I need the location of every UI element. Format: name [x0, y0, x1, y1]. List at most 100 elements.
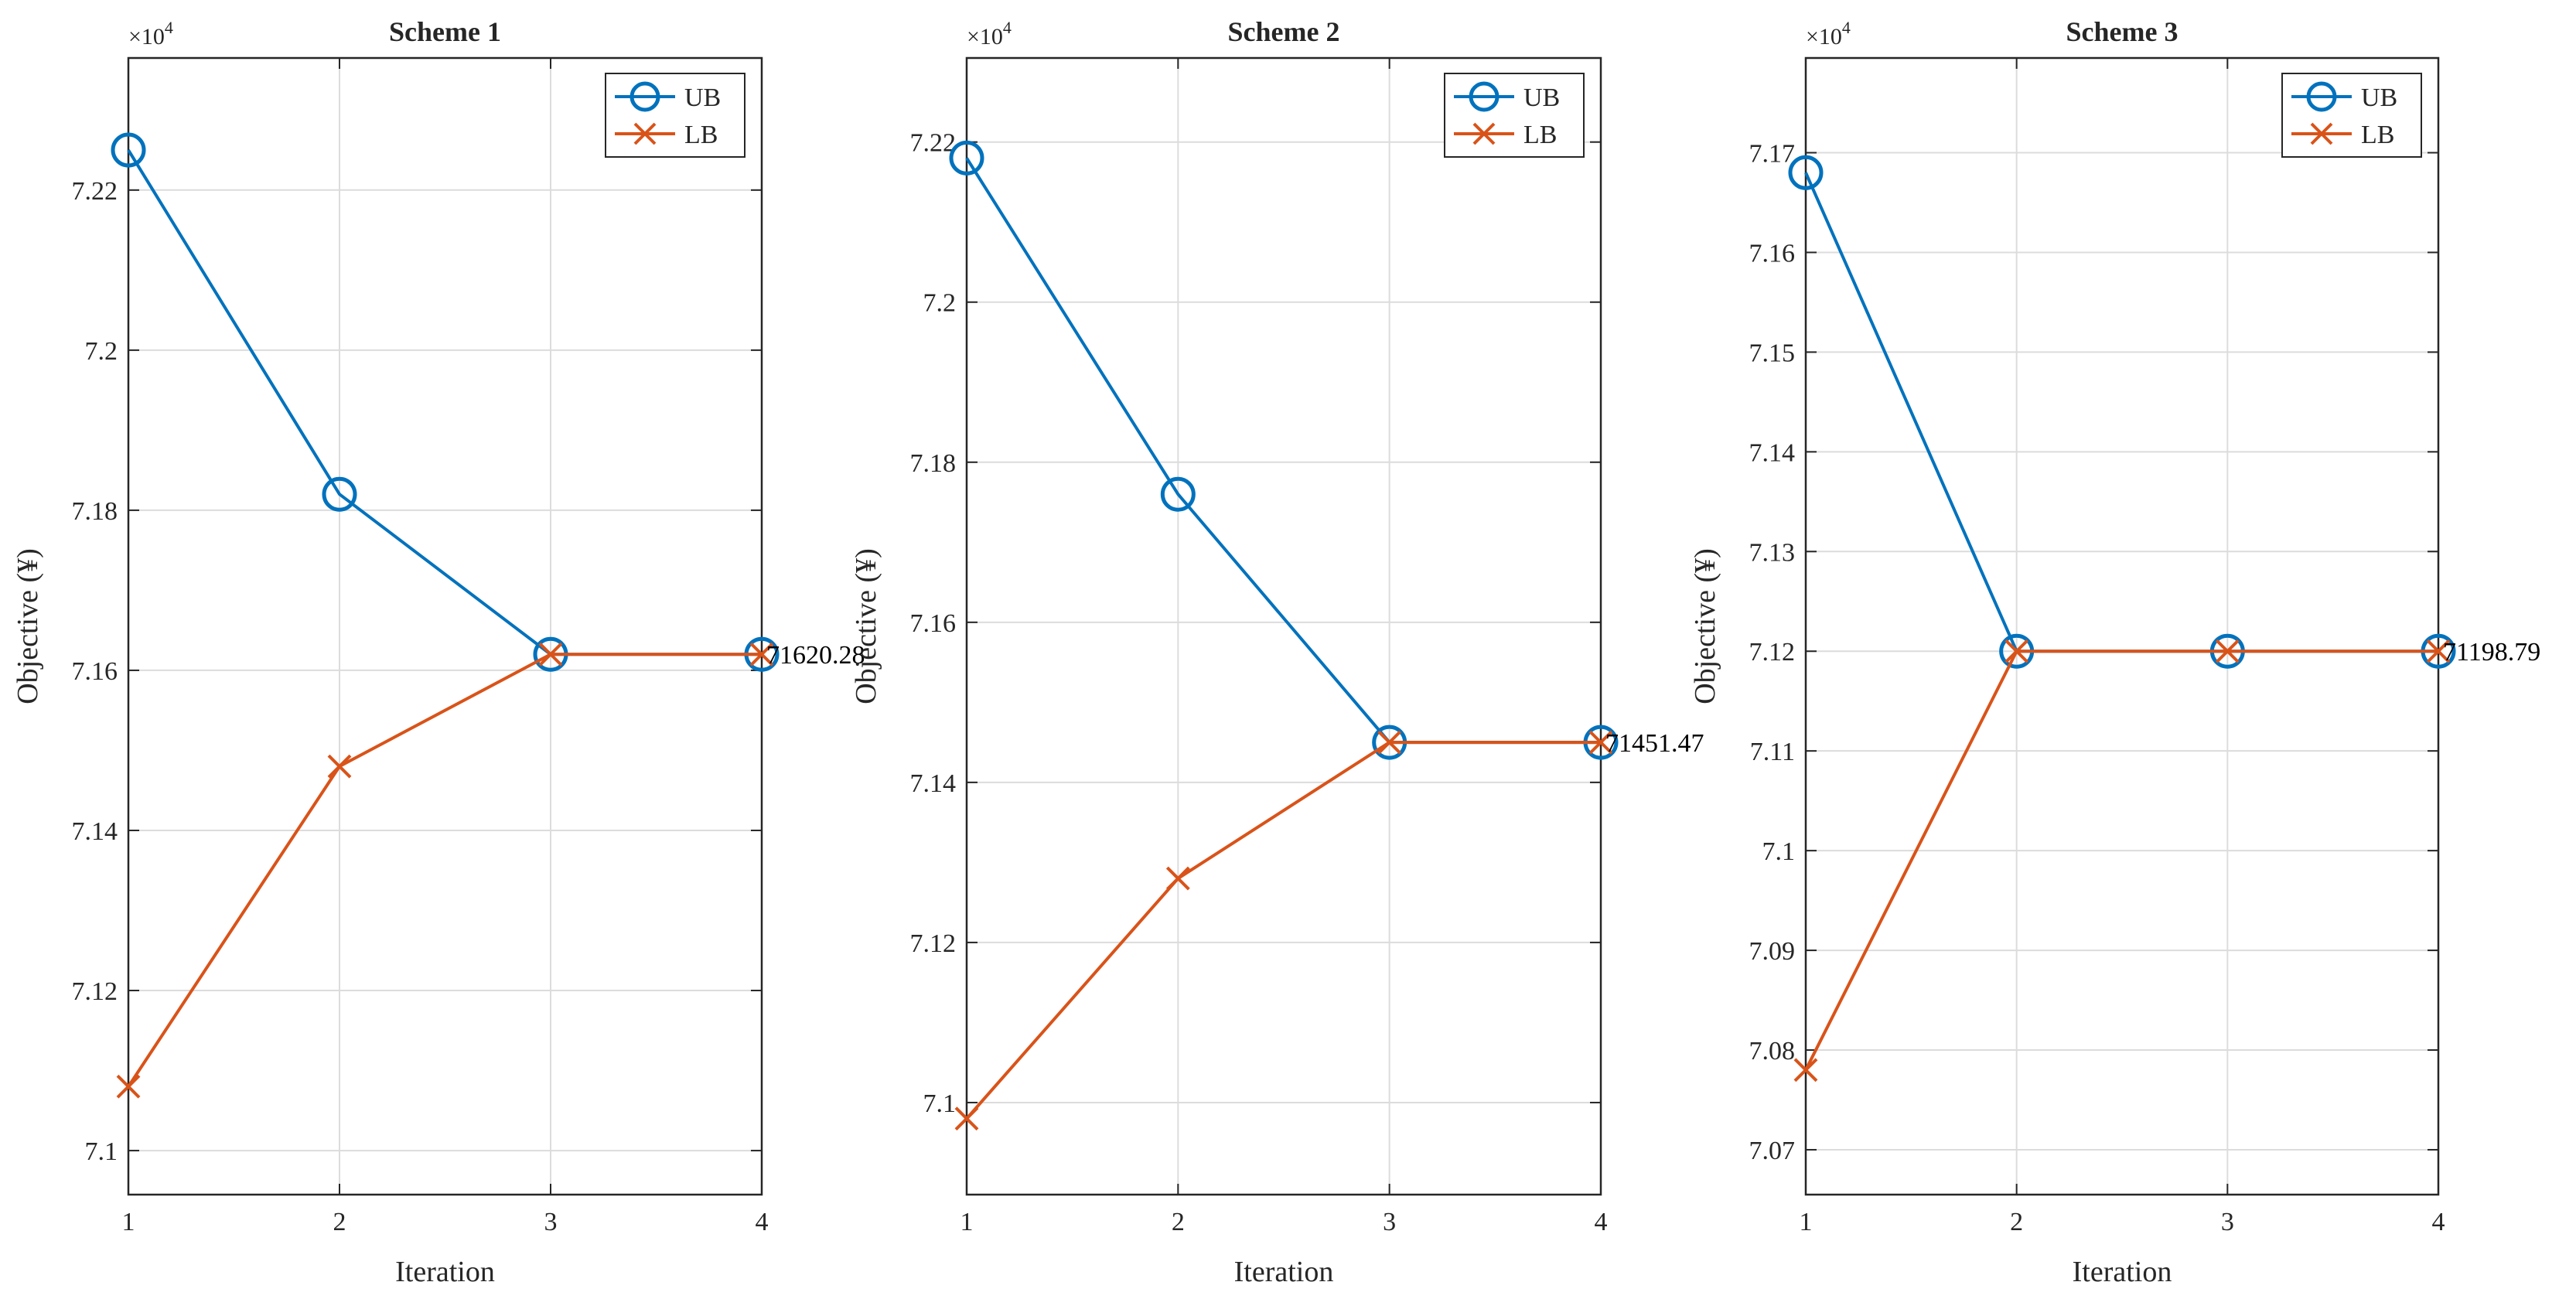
chart-panel-3: 7.07 7.08 7.09 7.1 7.11 7.12 7.13 7.14 7.15 7.16 7…	[1689, 16, 2540, 1288]
axes-box	[1804, 56, 2440, 1196]
legend-swatch-marker	[629, 81, 660, 112]
data-point-lb	[2005, 639, 2029, 663]
legend-swatch-marker	[633, 122, 657, 145]
y-axis-label: Objective (¥)	[12, 548, 44, 704]
data-point-ub	[111, 132, 146, 168]
x-marker-stroke	[954, 1106, 979, 1131]
axes-box	[127, 56, 763, 1196]
y-exponent-power: 4	[1003, 18, 1012, 37]
x-marker-stroke	[327, 754, 352, 779]
x-marker-stroke	[538, 642, 563, 667]
series-line-lb	[127, 653, 762, 1088]
y-tick-label: 7.14	[910, 769, 957, 798]
data-point-ub	[322, 476, 357, 512]
legend-swatch-marker	[1469, 81, 1500, 112]
chart-panel-2: 7.17.127.147.167.187.27.221 2 3 4×104 Scheme…	[850, 16, 1704, 1288]
y-tick-label: 7.12	[72, 977, 118, 1006]
legend-label-ub: UB	[1523, 84, 1560, 112]
legend-swatch-marker	[2310, 122, 2333, 145]
data-point-lb	[2426, 639, 2451, 663]
y-axis-label: Objective (¥)	[850, 548, 882, 704]
y-tick-label: 7.12	[910, 929, 957, 958]
y-exponent-label: ×104	[1806, 18, 1851, 49]
x-tick-label: 4	[2432, 1208, 2445, 1236]
y-tick-label: 7.07	[1749, 1137, 1796, 1165]
data-point-lb	[327, 754, 352, 779]
x-tick-label: 1	[1800, 1208, 1813, 1236]
data-point-lb	[1793, 1058, 1818, 1082]
x-marker-stroke	[1165, 866, 1190, 891]
x-marker-stroke	[2005, 639, 2029, 663]
chart-title: Scheme 1	[389, 16, 501, 47]
y-tick-label: 7.14	[1749, 438, 1796, 467]
y-tick-label: 7.11	[1750, 738, 1795, 766]
x-tick-label: 2	[333, 1208, 346, 1236]
x-tick-label: 2	[2010, 1208, 2023, 1236]
series-line-ub	[1804, 172, 2438, 653]
x-axis-label: Iteration	[395, 1256, 495, 1288]
chart-title: Scheme 3	[2066, 16, 2179, 47]
legend-label-ub: UB	[684, 84, 721, 112]
data-point-lb	[538, 642, 563, 667]
legend-swatch-marker	[2306, 81, 2337, 112]
data-point-lb	[116, 1074, 141, 1099]
legend-swatch-marker	[1472, 122, 1496, 145]
x-marker-stroke	[749, 642, 774, 667]
y-exponent-label: ×104	[967, 18, 1012, 49]
y-tick-label: 7.16	[72, 657, 118, 686]
legend: UB LB	[1444, 73, 1585, 158]
series-line-lb	[965, 741, 1601, 1120]
legend-label-lb: LB	[684, 121, 718, 149]
y-tick-label: 7.17	[1749, 140, 1796, 169]
data-point-ub	[1160, 476, 1196, 512]
legend-label-ub: UB	[2361, 84, 2397, 112]
x-tick-label: 1	[960, 1208, 974, 1236]
x-marker-stroke	[1377, 730, 1402, 755]
x-tick-label: 3	[2221, 1208, 2234, 1236]
y-tick-label: 7.16	[1749, 239, 1796, 268]
y-tick-label: 7.15	[1749, 339, 1796, 367]
y-tick-label: 7.1	[85, 1137, 118, 1166]
legend-box	[2281, 73, 2422, 158]
data-point-lb	[749, 642, 774, 667]
y-tick-label: 7.1	[1762, 837, 1796, 866]
data-point-ub	[1788, 155, 1824, 190]
y-tick-label: 7.08	[1749, 1037, 1796, 1065]
data-point-lb	[1377, 730, 1402, 755]
legend: UB LB	[605, 73, 746, 158]
chart-panel-1: 7.17.127.147.167.187.27.221 2 3 4×104 Scheme…	[12, 16, 865, 1288]
legend-box	[1444, 73, 1585, 158]
y-tick-label: 7.18	[72, 497, 118, 526]
series-line-lb	[1804, 650, 2438, 1071]
y-exponent-label: ×104	[128, 18, 173, 49]
data-point-lb	[2215, 639, 2240, 663]
x-marker-stroke	[1793, 1058, 1818, 1082]
y-tick-label: 7.18	[910, 449, 957, 478]
x-marker-stroke	[1588, 730, 1613, 755]
x-tick-label: 3	[544, 1208, 558, 1236]
y-axis-label: Objective (¥)	[1689, 548, 1721, 704]
y-tick-label: 7.2	[85, 337, 118, 366]
legend: UB LB	[2281, 73, 2422, 158]
x-tick-label: 1	[122, 1208, 135, 1236]
series-line-ub	[127, 149, 762, 656]
y-tick-label: 7.16	[910, 609, 957, 638]
y-exponent-power: 4	[1842, 18, 1851, 37]
data-point-lb	[1165, 866, 1190, 891]
data-point-lb	[1588, 730, 1613, 755]
y-tick-label: 7.14	[72, 817, 118, 846]
y-tick-label: 7.12	[1749, 638, 1796, 667]
y-tick-label: 7.22	[910, 129, 957, 158]
legend-label-lb: LB	[1523, 121, 1557, 149]
final-value-annotation: 71198.79	[2443, 638, 2540, 667]
final-value-annotation: 71620.28	[766, 641, 865, 670]
chart-title: Scheme 2	[1228, 16, 1340, 47]
data-point-lb	[954, 1106, 979, 1131]
legend-box	[605, 73, 746, 158]
x-marker-stroke	[116, 1074, 141, 1099]
y-tick-label: 7.09	[1749, 937, 1796, 966]
x-tick-label: 4	[1595, 1208, 1608, 1236]
y-tick-label: 7.2	[923, 289, 957, 318]
series-line-ub	[965, 157, 1601, 745]
